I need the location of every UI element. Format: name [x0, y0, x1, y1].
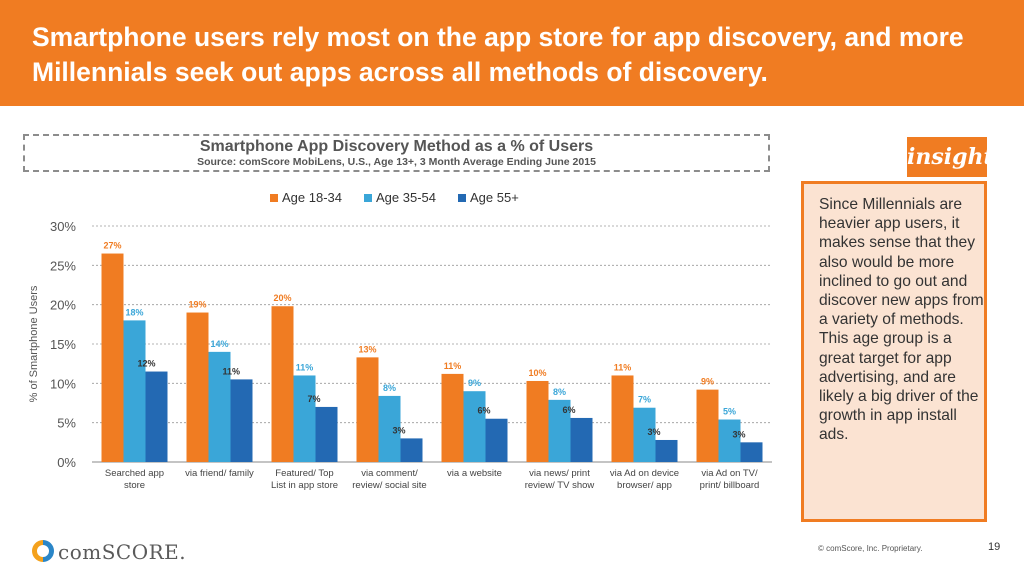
data-label: 3%: [733, 429, 746, 439]
x-tick-label: via comment/: [361, 468, 418, 479]
bar-chart: 0% 5% 10% 15% 20% 25% 30% % of Smartphone Users…: [28, 219, 772, 491]
bar: [101, 253, 124, 462]
comscore-logo-text: comSCORE.: [58, 540, 187, 564]
x-tick-label: via friend/ family: [185, 468, 254, 479]
data-label: 11%: [223, 366, 241, 376]
x-tick-label: browser/ app: [617, 480, 672, 491]
bar: [441, 373, 464, 462]
data-label: 20%: [273, 293, 291, 303]
data-label: 8%: [383, 383, 396, 393]
data-label: 11%: [444, 361, 462, 371]
bar: [611, 375, 634, 462]
x-tick-label: List in app store: [271, 480, 338, 491]
data-label: 7%: [638, 395, 651, 405]
bar: [740, 442, 763, 462]
page-number: 19: [988, 541, 1001, 553]
y-tick-label: 5%: [57, 416, 76, 431]
bar: [696, 389, 719, 462]
data-label: 3%: [648, 427, 661, 437]
data-label: 11%: [614, 362, 632, 372]
data-label: 9%: [468, 378, 481, 388]
bar: [230, 379, 253, 462]
x-tick-label: review/ TV show: [525, 480, 595, 491]
data-label: 19%: [188, 300, 206, 310]
legend-label: Age 35-54: [376, 190, 436, 205]
bar: [356, 357, 379, 462]
bar: [315, 406, 338, 462]
data-label: 5%: [723, 407, 736, 417]
copyright-text: © comScore, Inc. Proprietary.: [818, 544, 923, 553]
y-tick-label: 30%: [50, 219, 76, 234]
legend-swatch: [458, 193, 466, 202]
y-tick-label: 25%: [50, 258, 76, 273]
data-label: 7%: [308, 394, 321, 404]
x-tick-label: store: [124, 480, 145, 491]
x-tick-label: Featured/ Top: [275, 468, 333, 479]
title-banner: Smartphone users rely most on the app st…: [0, 0, 1024, 106]
data-label: 6%: [563, 405, 576, 415]
x-tick-label: print/ billboard: [700, 480, 760, 491]
insight-text: Since Millennials are heavier app users,…: [819, 196, 984, 444]
legend-label: Age 55+: [470, 190, 519, 205]
legend-item-age-18-34: Age 18-34: [270, 190, 342, 205]
bar: [526, 380, 549, 462]
slide-title: Smartphone users rely most on the app st…: [32, 22, 964, 87]
bar: [633, 407, 656, 462]
bar: [208, 351, 231, 462]
data-label: 14%: [210, 339, 228, 349]
data-label: 27%: [103, 241, 121, 251]
bar: [718, 419, 741, 462]
data-label: 10%: [528, 368, 546, 378]
data-label: 6%: [478, 406, 491, 416]
bar: [271, 306, 294, 462]
legend-label: Age 18-34: [282, 190, 342, 205]
legend-item-age-55-plus: Age 55+: [458, 190, 519, 205]
bar: [145, 371, 168, 462]
y-axis-label: % of Smartphone Users: [28, 285, 40, 402]
bar: [123, 320, 146, 462]
legend-item-age-35-54: Age 35-54: [364, 190, 436, 205]
data-label: 3%: [393, 425, 406, 435]
data-label: 8%: [553, 387, 566, 397]
data-label: 9%: [701, 377, 714, 387]
bar: [186, 312, 209, 462]
bar: [400, 438, 423, 462]
bar: [378, 395, 401, 462]
chart-source: Source: comScore MobiLens, U.S., Age 13+…: [197, 156, 596, 168]
chart-title: Smartphone App Discovery Method as a % o…: [199, 138, 594, 155]
x-tick-label: via Ad on device: [610, 468, 679, 479]
x-tick-label: via Ad on TV/: [701, 468, 758, 479]
y-tick-label: 15%: [50, 337, 76, 352]
x-tick-label: via news/ print: [529, 468, 590, 479]
y-tick-label: 20%: [50, 298, 76, 313]
x-tick-label: via a website: [447, 468, 502, 479]
bar: [293, 375, 316, 462]
data-label: 13%: [358, 344, 376, 354]
data-label: 11%: [296, 362, 314, 372]
y-tick-label: 10%: [50, 376, 76, 391]
legend-swatch: [364, 193, 372, 202]
bar: [655, 439, 678, 462]
legend-swatch: [270, 193, 278, 202]
y-tick-label: 0%: [57, 455, 76, 470]
bar: [485, 418, 508, 462]
data-label: 12%: [138, 359, 156, 369]
bar: [548, 399, 571, 462]
insight-tag: insight: [907, 137, 994, 177]
bar: [570, 417, 593, 462]
insight-box: Since Millennials are heavier app users,…: [801, 181, 987, 522]
bar: [463, 391, 486, 462]
data-label: 18%: [125, 307, 143, 317]
comscore-logo-icon: [32, 540, 54, 562]
x-tick-label: review/ social site: [352, 480, 426, 491]
chart-header-box: Smartphone App Discovery Method as a % o…: [23, 134, 770, 172]
x-tick-label: Searched app: [105, 468, 164, 479]
